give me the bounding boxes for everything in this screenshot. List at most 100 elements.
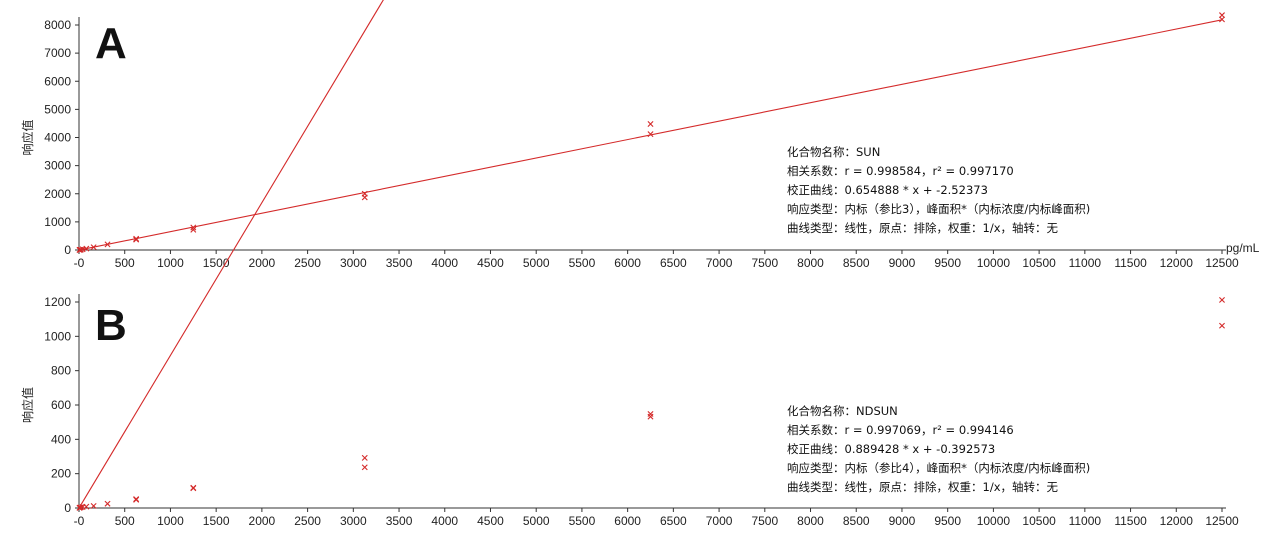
x-tick-label: 10000 (977, 256, 1011, 270)
data-point (190, 224, 197, 231)
data-point (104, 241, 111, 248)
data-point (361, 454, 368, 461)
data-point (361, 194, 368, 201)
x-tick-label: 11000 (1069, 256, 1102, 270)
data-point (133, 236, 140, 243)
fit-line (78, 19, 1223, 251)
data-point (1219, 16, 1225, 23)
y-tick-label: 400 (51, 432, 71, 446)
data-point (190, 485, 197, 492)
x-tick-label: 7500 (751, 256, 778, 270)
x-tick-label: 11500 (1114, 256, 1147, 270)
y-tick-label: 1000 (44, 215, 71, 229)
x-tick-label: 5000 (523, 256, 550, 270)
x-tick-label: 1000 (157, 256, 184, 270)
fit-line (78, 0, 384, 509)
x-tick-label: 8500 (843, 256, 870, 270)
x-tick-label: 4000 (431, 514, 458, 528)
x-tick-label: 2500 (294, 514, 321, 528)
data-point (90, 244, 97, 251)
x-tick-label: 8500 (843, 514, 870, 528)
y-tick-label: 1200 (44, 295, 71, 309)
data-point (83, 245, 90, 252)
x-tick-label: 6000 (614, 256, 641, 270)
data-point (647, 413, 654, 420)
x-tick-label: 12500 (1205, 514, 1239, 528)
data-point (133, 235, 140, 242)
x-tick-label: 3000 (340, 256, 367, 270)
y-tick-label: 0 (64, 501, 71, 515)
y-tick-label: 3000 (44, 159, 71, 173)
x-tick-label: 3000 (340, 514, 367, 528)
y-tick-label: 1000 (44, 329, 71, 343)
y-tick-label: 0 (64, 243, 71, 257)
info-line: 曲线类型：线性，原点：排除，权重：1/x，轴转：无 (787, 221, 1058, 235)
y-tick-label: 7000 (44, 46, 71, 60)
x-tick-label: -0 (74, 256, 85, 270)
x-tick-label: 6500 (660, 256, 687, 270)
x-unit-label: pg/mL (1226, 241, 1260, 255)
y-tick-label: 800 (51, 364, 71, 378)
y-axis-label: 响应值 (20, 387, 35, 423)
y-tick-label: 8000 (44, 18, 71, 32)
data-point (90, 502, 97, 509)
y-tick-label: 4000 (44, 131, 71, 145)
x-tick-label: 9000 (889, 514, 916, 528)
data-point (104, 500, 111, 507)
x-tick-label: 6500 (660, 514, 687, 528)
y-tick-label: 5000 (44, 102, 71, 116)
data-point (1219, 322, 1225, 329)
x-tick-label: 7000 (706, 514, 733, 528)
data-point (77, 504, 84, 511)
x-tick-label: 4500 (477, 514, 504, 528)
x-tick-label: 12000 (1160, 256, 1194, 270)
x-tick-label: 7500 (751, 514, 778, 528)
x-tick-label: 8000 (797, 514, 824, 528)
x-tick-label: 5500 (569, 514, 596, 528)
data-point (647, 131, 654, 138)
x-tick-label: 10000 (977, 514, 1011, 528)
y-axis-label: 响应值 (20, 119, 35, 155)
x-tick-label: 2500 (294, 256, 321, 270)
data-point (647, 410, 654, 417)
x-tick-label: 1000 (157, 514, 184, 528)
x-tick-label: 11500 (1114, 514, 1147, 528)
data-point (83, 503, 90, 510)
x-tick-label: 4500 (477, 256, 504, 270)
panel-letter: B (95, 301, 127, 350)
x-tick-label: 7000 (706, 256, 733, 270)
y-tick-label: 200 (51, 467, 71, 481)
info-line: 校正曲线：0.654888 * x + -2.52373 (787, 183, 988, 197)
chart-panel-A: 0 1000 2000 3000 4000 5000 6000 7000 8000 -0 500 10… (20, 12, 1260, 270)
data-point (133, 496, 140, 503)
x-tick-label: 3500 (386, 256, 413, 270)
x-tick-label: 4000 (431, 256, 458, 270)
x-tick-label: 11000 (1069, 514, 1102, 528)
info-line: 校正曲线：0.889428 * x + -0.392573 (787, 442, 995, 456)
x-tick-label: 12000 (1160, 514, 1194, 528)
data-point (190, 226, 197, 233)
y-tick-label: 2000 (44, 187, 71, 201)
x-tick-label: 5000 (523, 514, 550, 528)
x-tick-label: -0 (74, 514, 85, 528)
x-tick-label: 2000 (249, 514, 276, 528)
x-tick-label: 2000 (249, 256, 276, 270)
info-line: 相关系数：r = 0.997069，r² = 0.994146 (787, 423, 1014, 437)
y-tick-label: 6000 (44, 74, 71, 88)
x-tick-label: 8000 (797, 256, 824, 270)
x-tick-label: 9000 (889, 256, 916, 270)
x-tick-label: 500 (115, 514, 135, 528)
x-tick-label: 1500 (203, 514, 230, 528)
x-tick-label: 12500 (1205, 256, 1239, 270)
x-tick-label: 9500 (934, 514, 961, 528)
y-tick-label: 600 (51, 398, 71, 412)
x-tick-label: 500 (115, 256, 135, 270)
info-line: 化合物名称：SUN (787, 145, 880, 159)
data-point (647, 121, 654, 127)
x-tick-label: 10500 (1022, 514, 1056, 528)
x-tick-label: 10500 (1022, 256, 1056, 270)
info-line: 化合物名称：NDSUN (787, 404, 898, 418)
data-point (1219, 296, 1225, 303)
info-line: 响应类型：内标（参比4），峰面积*（内标浓度/内标峰面积) (787, 461, 1090, 475)
